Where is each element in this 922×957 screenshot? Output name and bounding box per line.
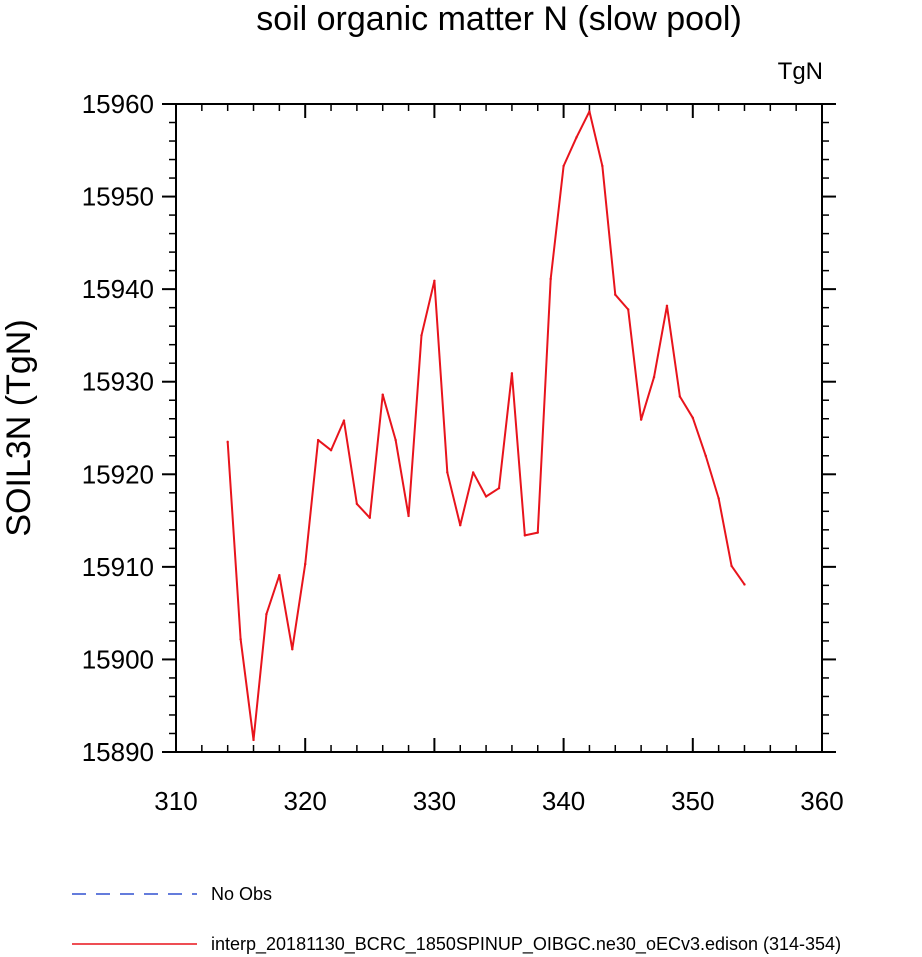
y-axis-label: SOIL3N (TgN)	[0, 319, 38, 536]
data-point	[497, 486, 501, 490]
data-point	[704, 454, 707, 457]
y-tick-labels: 15890 15900 15910 15920 15930 15940 15950 15960	[82, 89, 154, 767]
data-point	[523, 534, 527, 537]
data-point	[717, 497, 720, 500]
x-tick-labels: 310 320 330 340 350 360	[154, 786, 843, 816]
data-point	[368, 516, 371, 519]
data-point	[355, 502, 359, 506]
x-tick-label: 320	[284, 786, 327, 816]
y-tick-label: 15950	[82, 182, 154, 212]
y-tick-label: 15900	[82, 644, 154, 674]
data-point	[652, 375, 656, 379]
data-point	[459, 524, 462, 527]
axis-ticks	[162, 103, 836, 753]
data-point	[639, 418, 643, 421]
data-point	[316, 438, 320, 442]
data-point	[627, 308, 630, 311]
data-point	[743, 583, 746, 586]
x-tick-label: 350	[671, 786, 714, 816]
plot-frame	[175, 103, 823, 753]
x-tick-label: 330	[413, 786, 456, 816]
data-point	[226, 440, 229, 444]
data-point	[549, 277, 552, 281]
legend-label: interp_20181130_BCRC_1850SPINUP_OIBGC.ne…	[211, 934, 841, 955]
data-point	[381, 393, 384, 396]
data-point	[471, 471, 475, 474]
data-point	[420, 334, 423, 337]
data-point	[278, 573, 281, 577]
x-tick-label: 360	[800, 786, 843, 816]
data-point	[536, 531, 539, 534]
data-point	[446, 471, 449, 474]
legend-label: No Obs	[211, 884, 272, 904]
data-point	[678, 395, 682, 398]
data-point	[665, 304, 669, 308]
data-point	[484, 495, 488, 498]
data-point	[394, 438, 397, 442]
data-point	[510, 372, 514, 375]
y-tick-label: 15890	[82, 737, 154, 767]
x-tick-label: 310	[154, 786, 197, 816]
data-point	[342, 419, 346, 422]
y-tick-label: 15910	[82, 552, 154, 582]
data-point	[691, 416, 694, 420]
y-tick-label: 15920	[82, 459, 154, 489]
data-point	[730, 564, 733, 568]
data-point	[265, 612, 268, 616]
data-point	[329, 449, 333, 452]
y-tick-label: 15930	[82, 367, 154, 397]
x-tick-label: 340	[542, 786, 585, 816]
data-point	[252, 738, 255, 742]
data-point	[562, 164, 565, 168]
chart-title: soil organic matter N (slow pool)	[256, 0, 742, 38]
data-point	[614, 293, 617, 296]
data-point	[433, 279, 436, 283]
data-point	[304, 562, 307, 566]
y-tick-label: 15940	[82, 274, 154, 304]
legend: No Obs interp_20181130_BCRC_1850SPINUP_OI…	[72, 884, 841, 955]
data-point	[239, 637, 242, 641]
data-point	[601, 164, 604, 168]
data-point	[291, 648, 294, 651]
series-line	[226, 110, 746, 741]
data-point	[575, 136, 578, 139]
series-layer	[226, 110, 746, 742]
data-point	[407, 514, 410, 518]
y-tick-label: 15960	[82, 89, 154, 119]
data-point	[588, 110, 591, 113]
units-label: TgN	[778, 58, 823, 85]
